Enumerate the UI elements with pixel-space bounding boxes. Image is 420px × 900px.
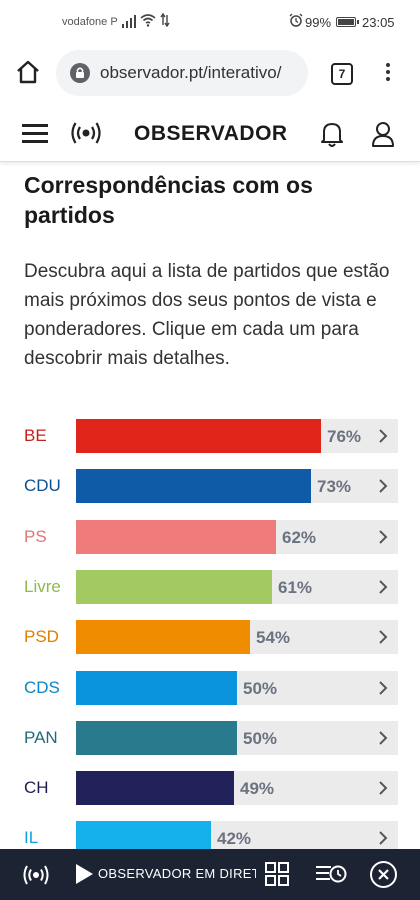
live-radio-bar: OBSERVADOR EM DIRETO	[0, 849, 420, 900]
party-bar-track[interactable]: 50%	[76, 720, 398, 755]
party-bar-fill	[76, 771, 234, 806]
chevron-right-icon[interactable]	[378, 478, 388, 494]
signal-icon	[122, 15, 136, 28]
party-percentage: 76%	[327, 427, 362, 446]
party-row-psd[interactable]: PSD 54%	[0, 620, 420, 655]
wifi-icon	[140, 13, 156, 30]
home-icon[interactable]	[14, 58, 42, 86]
battery-icon	[336, 17, 359, 27]
chevron-right-icon[interactable]	[378, 730, 388, 746]
party-row-cdu[interactable]: CDU 73%	[0, 469, 420, 504]
party-bar-track[interactable]: 54%	[76, 620, 398, 655]
grid-icon[interactable]	[265, 862, 289, 886]
address-bar[interactable]: observador.pt/interativo/	[56, 50, 308, 96]
history-icon[interactable]	[315, 862, 347, 886]
user-icon[interactable]	[371, 120, 395, 148]
hamburger-icon[interactable]	[22, 124, 48, 144]
chevron-right-icon[interactable]	[378, 830, 388, 846]
section-title: Correspondências com os partidos	[24, 172, 313, 228]
party-bar-track[interactable]: 50%	[76, 670, 398, 705]
lock-icon[interactable]	[68, 63, 92, 83]
party-name: BE	[24, 426, 47, 445]
party-row-ch[interactable]: CH 49%	[0, 771, 420, 806]
party-bar-track[interactable]: 73%	[76, 469, 398, 504]
site-header: OBSERVADOR	[0, 104, 420, 162]
live-stream-title[interactable]: OBSERVADOR EM DIRETO	[98, 866, 256, 881]
play-icon[interactable]	[74, 863, 94, 885]
party-percentage: 62%	[282, 527, 317, 547]
browser-toolbar: observador.pt/interativo/ 7	[0, 46, 420, 104]
party-name: CH	[24, 778, 49, 798]
party-bar-track[interactable]: 61%	[76, 569, 398, 604]
party-bar-fill	[76, 469, 311, 504]
party-name: Livre	[24, 576, 61, 596]
more-vert-icon[interactable]	[380, 60, 396, 86]
party-row-cds[interactable]: CDS 50%	[0, 670, 420, 705]
party-name: IL	[24, 828, 39, 848]
alarm-icon	[289, 13, 303, 30]
party-row-be[interactable]: BE 76%	[0, 419, 420, 453]
clock: 23:05	[362, 15, 395, 30]
chevron-right-icon[interactable]	[378, 680, 388, 696]
radio-broadcast-icon[interactable]	[70, 120, 102, 146]
party-row-livre[interactable]: Livre 61%	[0, 569, 420, 604]
battery-percentage: 99%	[305, 15, 332, 30]
section-description: Descubra aqui a lista de partidos que es…	[24, 261, 390, 369]
chevron-right-icon[interactable]	[378, 428, 388, 444]
chevron-right-icon[interactable]	[378, 629, 388, 645]
tab-switcher-button[interactable]: 7	[331, 63, 353, 85]
carrier-label: vodafone P	[62, 16, 118, 28]
status-bar: vodafone P 99% 23:05	[0, 0, 420, 46]
party-percentage: 73%	[317, 477, 352, 497]
party-name: PAN	[24, 727, 58, 747]
party-bar-fill	[76, 519, 276, 554]
radio-broadcast-icon[interactable]	[22, 863, 50, 887]
party-bar-fill	[76, 419, 321, 453]
chevron-right-icon[interactable]	[378, 780, 388, 796]
party-percentage: 49%	[240, 779, 275, 799]
party-row-ps[interactable]: PS 62%	[0, 519, 420, 554]
site-logo[interactable]: OBSERVADOR	[134, 122, 288, 145]
party-bar-track[interactable]: 49%	[76, 771, 398, 806]
party-bar-fill	[76, 620, 250, 655]
party-row-pan[interactable]: PAN 50%	[0, 720, 420, 755]
party-percentage: 50%	[243, 678, 278, 698]
chevron-right-icon[interactable]	[378, 579, 388, 595]
party-name: PSD	[24, 627, 59, 647]
close-icon[interactable]	[370, 861, 397, 888]
party-bar-fill	[76, 569, 272, 604]
party-bar-track[interactable]: 62%	[76, 519, 398, 554]
party-name: PS	[24, 526, 47, 546]
party-bar-track[interactable]: 76%	[76, 419, 398, 453]
party-bar-fill	[76, 720, 237, 755]
chevron-right-icon[interactable]	[378, 529, 388, 545]
party-bar-fill	[76, 670, 237, 705]
url-text[interactable]: observador.pt/interativo/	[100, 63, 282, 82]
bell-icon[interactable]	[320, 120, 344, 148]
party-percentage: 61%	[278, 577, 313, 597]
party-name: CDS	[24, 677, 60, 697]
data-transfer-icon	[160, 12, 170, 30]
party-name: CDU	[24, 476, 61, 496]
party-percentage: 42%	[217, 829, 252, 849]
party-percentage: 54%	[256, 628, 291, 648]
party-percentage: 50%	[243, 728, 278, 748]
